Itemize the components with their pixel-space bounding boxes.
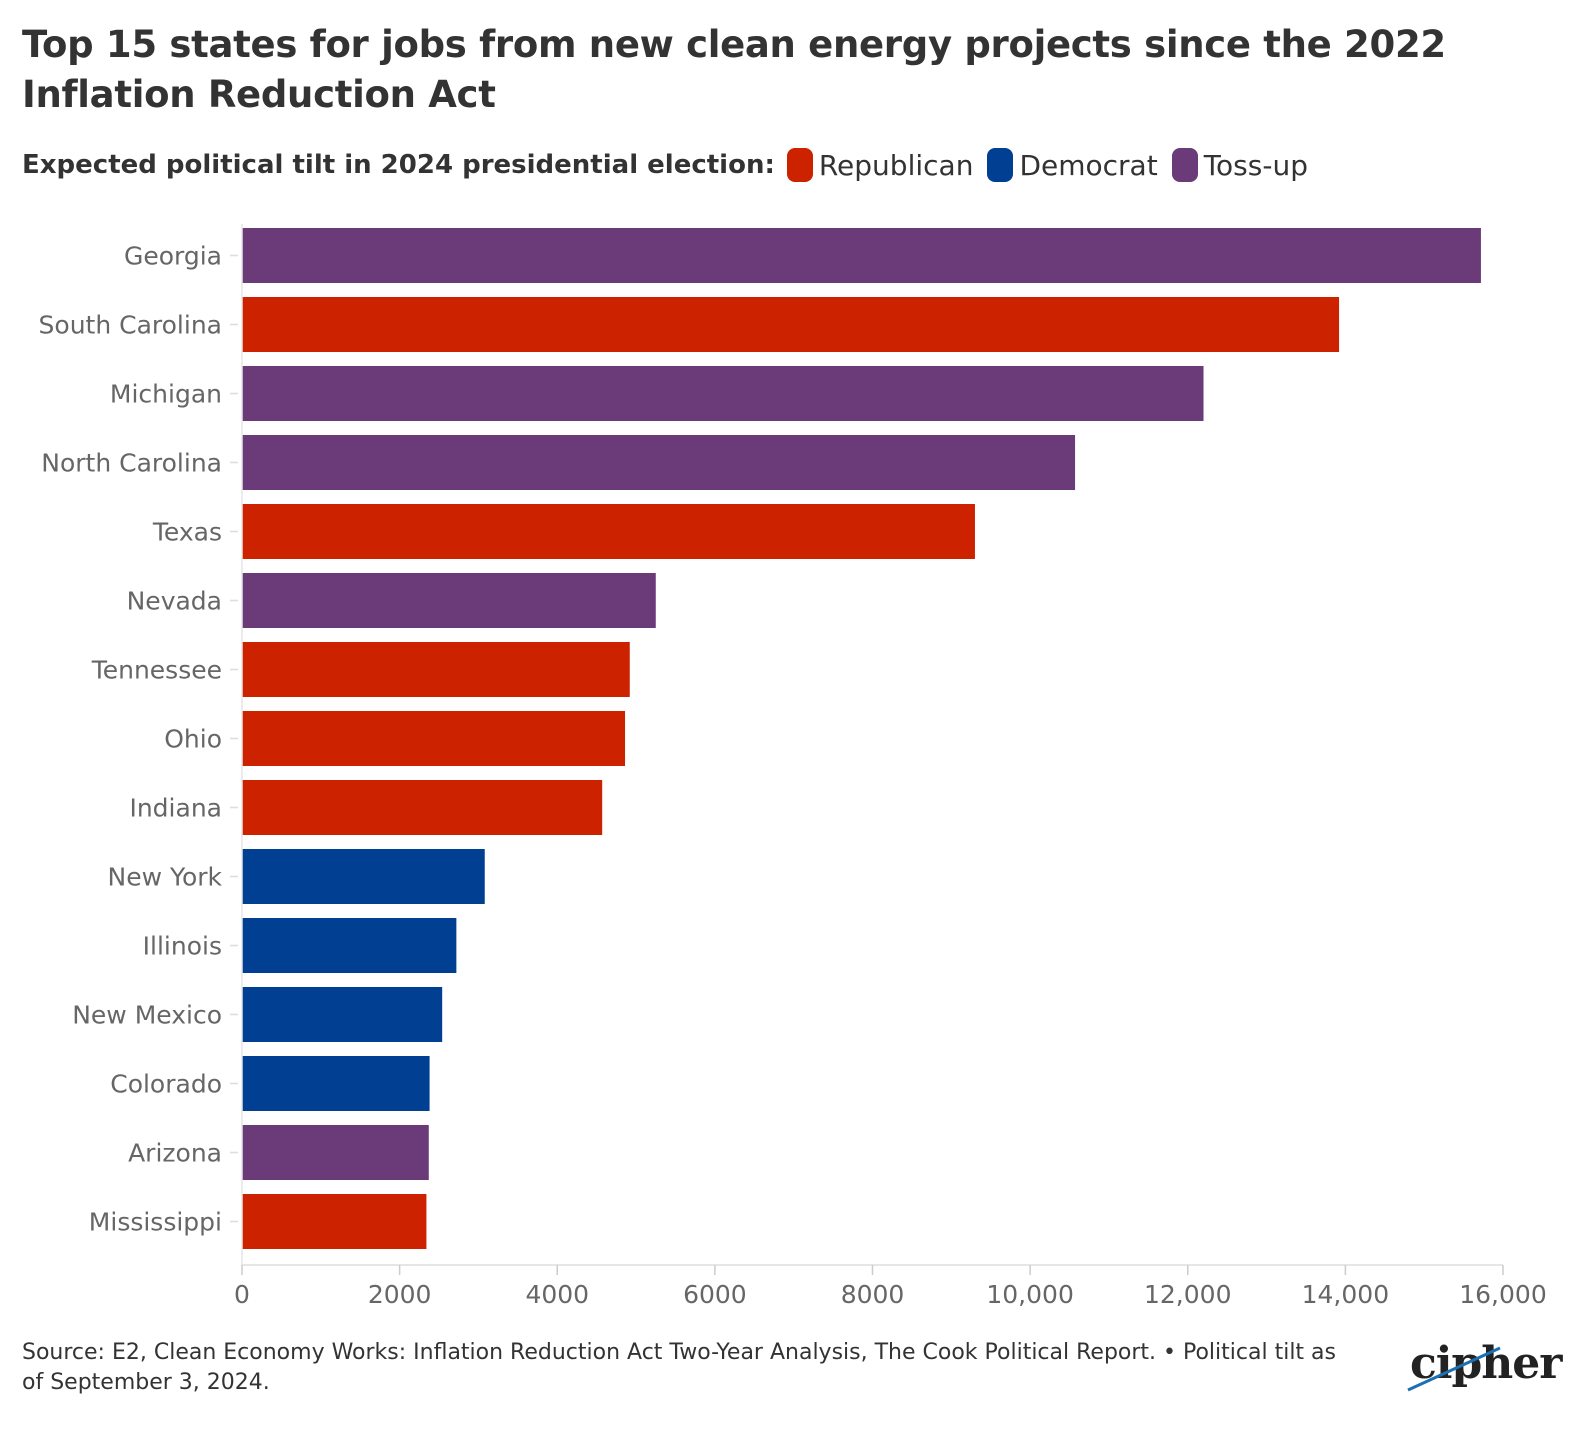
bar-nevada [242,573,656,628]
bar-mississippi [242,1194,427,1249]
x-tick-label-12000: 12,000 [1144,1280,1231,1309]
x-tick-label-2000: 2000 [368,1280,432,1309]
logo-wordmark: cipher [1410,1338,1562,1389]
y-tick-label-north-carolina: North Carolina [41,449,222,478]
bar-new-york [242,849,485,904]
bar-michigan [242,366,1204,421]
legend-label-tossup: Toss-up [1203,148,1308,182]
y-tick-label-mississippi: Mississippi [89,1208,222,1237]
y-tick-label-tennessee: Tennessee [91,656,222,685]
legend-swatch-tossup [1171,148,1198,182]
bar-north-carolina [242,435,1076,490]
bar-arizona [242,1125,429,1180]
bar-new-mexico [242,987,443,1042]
legend-title: Expected political tilt in 2024 presiden… [22,150,775,180]
source-note: Source: E2, Clean Economy Works: Inflati… [22,1340,1336,1395]
x-tick-label-14000: 14,000 [1302,1280,1389,1309]
x-tick-label-6000: 6000 [683,1280,747,1309]
legend-item-republican: Republican [786,148,974,182]
bar-colorado [242,1056,430,1111]
legend-swatch-democrat [987,148,1014,182]
x-tick-label-16000: 16,000 [1459,1280,1546,1309]
y-tick-label-new-york: New York [108,863,223,892]
y-tick-label-nevada: Nevada [127,587,222,616]
x-tick-label-0: 0 [234,1280,250,1309]
y-tick-label-georgia: Georgia [124,242,222,271]
bar-texas [242,504,975,559]
bar-georgia [242,228,1481,283]
bar-illinois [242,918,457,973]
y-tick-label-new-mexico: New Mexico [72,1001,222,1030]
logo-slash-icon [1407,1346,1501,1392]
y-tick-label-illinois: Illinois [143,932,222,961]
y-tick-label-south-carolina: South Carolina [39,311,222,340]
y-tick-label-michigan: Michigan [110,380,222,409]
bar-ohio [242,711,626,766]
legend-label-republican: Republican [818,148,974,182]
bar-tennessee [242,642,630,697]
legend-swatch-republican [786,148,813,182]
bar-indiana [242,780,603,835]
bar-south-carolina [242,297,1340,352]
y-tick-label-indiana: Indiana [129,794,222,823]
x-tick-label-4000: 4000 [525,1280,589,1309]
y-tick-label-ohio: Ohio [164,725,222,754]
y-tick-label-texas: Texas [152,518,222,547]
y-tick-label-arizona: Arizona [128,1139,222,1168]
legend: Expected political tilt in 2024 presiden… [22,143,1322,187]
bar-chart: Georgia South Carolina Michigan North Carol… [39,224,1547,1309]
legend-label-democrat: Democrat [1019,148,1158,182]
cipher-logo: cipher [1407,1338,1562,1398]
x-tick-label-8000: 8000 [841,1280,905,1309]
chart-title: Top 15 states for jobs from new clean en… [22,23,1446,116]
legend-item-tossup: Toss-up [1171,148,1308,182]
y-tick-label-colorado: Colorado [110,1070,222,1099]
legend-item-democrat: Democrat [987,148,1158,182]
x-tick-label-10000: 10,000 [986,1280,1073,1309]
